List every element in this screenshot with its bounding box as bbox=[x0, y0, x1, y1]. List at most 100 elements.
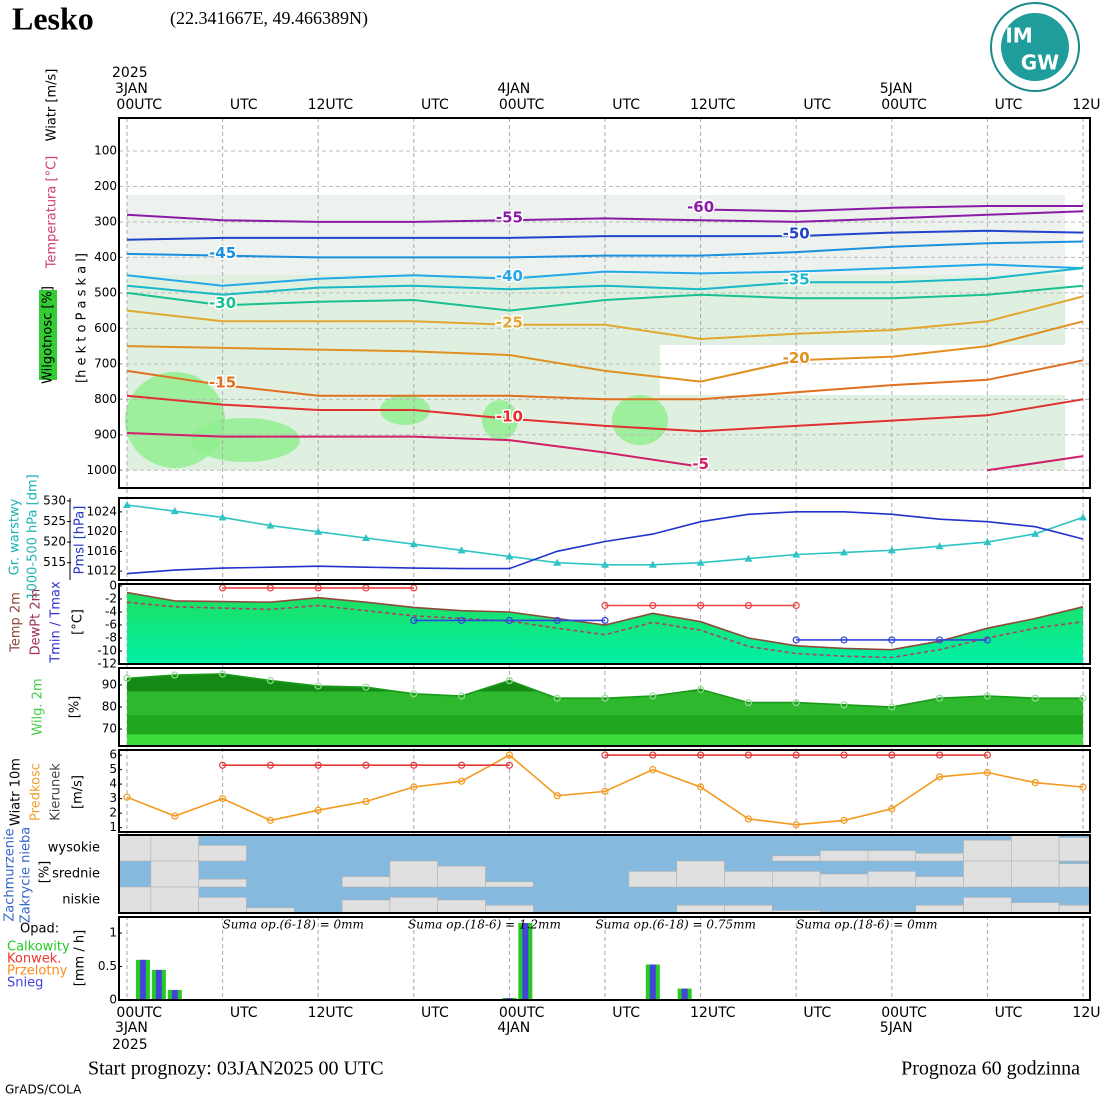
y-tick-label: 700 bbox=[94, 356, 117, 370]
sum-annotation: Suma op.(6-18) = 0.75mm bbox=[595, 918, 756, 932]
axis-label: [%] bbox=[68, 696, 83, 719]
series-line bbox=[413, 619, 988, 641]
point-marker bbox=[696, 601, 705, 610]
y-tick-label: 200 bbox=[94, 179, 117, 193]
axis-label: Wilg. 2m bbox=[31, 678, 46, 735]
point-marker bbox=[362, 761, 370, 769]
series-line bbox=[126, 754, 1084, 826]
point-marker bbox=[792, 636, 800, 644]
point-marker bbox=[314, 682, 322, 690]
point-marker bbox=[219, 761, 227, 769]
year-label: 2025 bbox=[112, 65, 148, 81]
cloud-bar bbox=[198, 845, 247, 862]
x-tick-label: UTC bbox=[612, 97, 640, 113]
isotherm bbox=[126, 394, 1084, 433]
point-marker bbox=[935, 773, 944, 781]
point-marker bbox=[935, 751, 944, 759]
y-tick-label: 0 bbox=[109, 993, 117, 1007]
cloud-bar bbox=[1010, 860, 1060, 888]
y-tick-label: -6 bbox=[105, 617, 117, 631]
series-line bbox=[222, 754, 988, 766]
area-fill bbox=[127, 673, 1083, 746]
x-tick-label: 00UTC bbox=[881, 1005, 927, 1021]
triangle-marker bbox=[266, 521, 275, 529]
y-tick-label: -4 bbox=[105, 604, 117, 618]
y-tick-label: 1000 bbox=[86, 463, 117, 477]
series-line bbox=[126, 511, 1084, 575]
x-tick-label: 00UTC bbox=[116, 97, 162, 113]
x-tick-label: 12UTC bbox=[690, 97, 736, 113]
x-tick-label: UTC bbox=[421, 1005, 449, 1021]
cloud-bar bbox=[963, 897, 1012, 914]
cloud-bar bbox=[1058, 904, 1091, 914]
point-marker bbox=[840, 816, 848, 824]
point-marker bbox=[314, 806, 322, 814]
y-tick-label: -10 bbox=[97, 643, 117, 657]
x-tick-label: 12UTC bbox=[1072, 1005, 1100, 1021]
panel-frame bbox=[118, 749, 1091, 833]
point-marker bbox=[649, 751, 657, 759]
point-marker bbox=[601, 694, 609, 702]
point-marker bbox=[649, 692, 657, 700]
triangle-marker bbox=[887, 546, 896, 554]
x-tick-label: 00UTC bbox=[116, 1005, 162, 1021]
axis-label: Wiatr 10m bbox=[9, 758, 24, 826]
y-tick-label: 1024 bbox=[86, 504, 117, 518]
point-marker bbox=[123, 793, 131, 801]
cloud-bar bbox=[118, 886, 152, 914]
isotherm bbox=[126, 240, 1084, 259]
cloud-bar bbox=[963, 839, 1012, 862]
point-marker bbox=[792, 601, 800, 610]
axis-label: Kierunek bbox=[49, 763, 64, 821]
point-marker bbox=[505, 616, 513, 625]
triangle-marker bbox=[601, 560, 609, 568]
cloud-bar bbox=[437, 899, 486, 914]
y-tick-label: 0.5 bbox=[98, 959, 117, 973]
point-marker bbox=[505, 751, 513, 759]
triangle-marker bbox=[1031, 529, 1040, 537]
precip-bar bbox=[155, 969, 162, 1000]
date-label: 4JAN bbox=[497, 1020, 530, 1036]
cloud-bar bbox=[915, 904, 964, 914]
isotherm-label: -15 bbox=[209, 374, 236, 392]
point-marker bbox=[553, 694, 561, 702]
legend-entry: Snieg bbox=[7, 976, 43, 991]
isotherm bbox=[126, 267, 1084, 296]
y-tick-label: 100 bbox=[94, 143, 117, 157]
y-tick-label: 300 bbox=[94, 214, 117, 228]
credit: GrADS/COLA bbox=[5, 1083, 82, 1097]
axis-label: Pmsl [hPa] bbox=[73, 506, 88, 575]
x-tick-label: UTC bbox=[612, 1005, 640, 1021]
humidity-shade bbox=[612, 395, 668, 445]
point-marker bbox=[362, 797, 370, 806]
y-tick-label: 900 bbox=[94, 427, 117, 441]
cloud-bar bbox=[341, 899, 391, 914]
series-line bbox=[222, 587, 797, 607]
cloud-bar bbox=[437, 865, 486, 888]
x-tick-label: 00UTC bbox=[499, 97, 545, 113]
point-marker bbox=[696, 751, 705, 759]
y-tick-label: 2 bbox=[109, 806, 117, 820]
point-marker bbox=[410, 616, 418, 625]
axis-label: Zachmurzenie bbox=[3, 828, 18, 921]
date-label: 4JAN bbox=[497, 81, 530, 97]
cloud-bar bbox=[1058, 863, 1091, 888]
axis-label: [%] bbox=[38, 861, 53, 884]
y-tick-label: 1 bbox=[109, 820, 117, 834]
forecast-start: Start prognozy: 03JAN2025 00 UTC bbox=[88, 1058, 384, 1080]
cloud-bar bbox=[485, 904, 534, 914]
point-marker bbox=[744, 815, 753, 823]
point-marker bbox=[601, 601, 609, 610]
precip-bar bbox=[649, 964, 656, 1000]
point-marker bbox=[888, 703, 896, 711]
isotherm-label: -55 bbox=[496, 209, 523, 227]
axis-label: Zakrycie nieba bbox=[19, 827, 34, 923]
station-coords: (22.341667E, 49.466389N) bbox=[170, 8, 368, 29]
triangle-marker bbox=[409, 540, 418, 548]
y-tick-label: 600 bbox=[94, 321, 117, 335]
cloud-bar bbox=[150, 860, 199, 888]
axis-label: [h e k t o P a s k a l] bbox=[75, 253, 90, 383]
point-marker bbox=[410, 783, 418, 791]
cloud-bar bbox=[771, 855, 821, 862]
